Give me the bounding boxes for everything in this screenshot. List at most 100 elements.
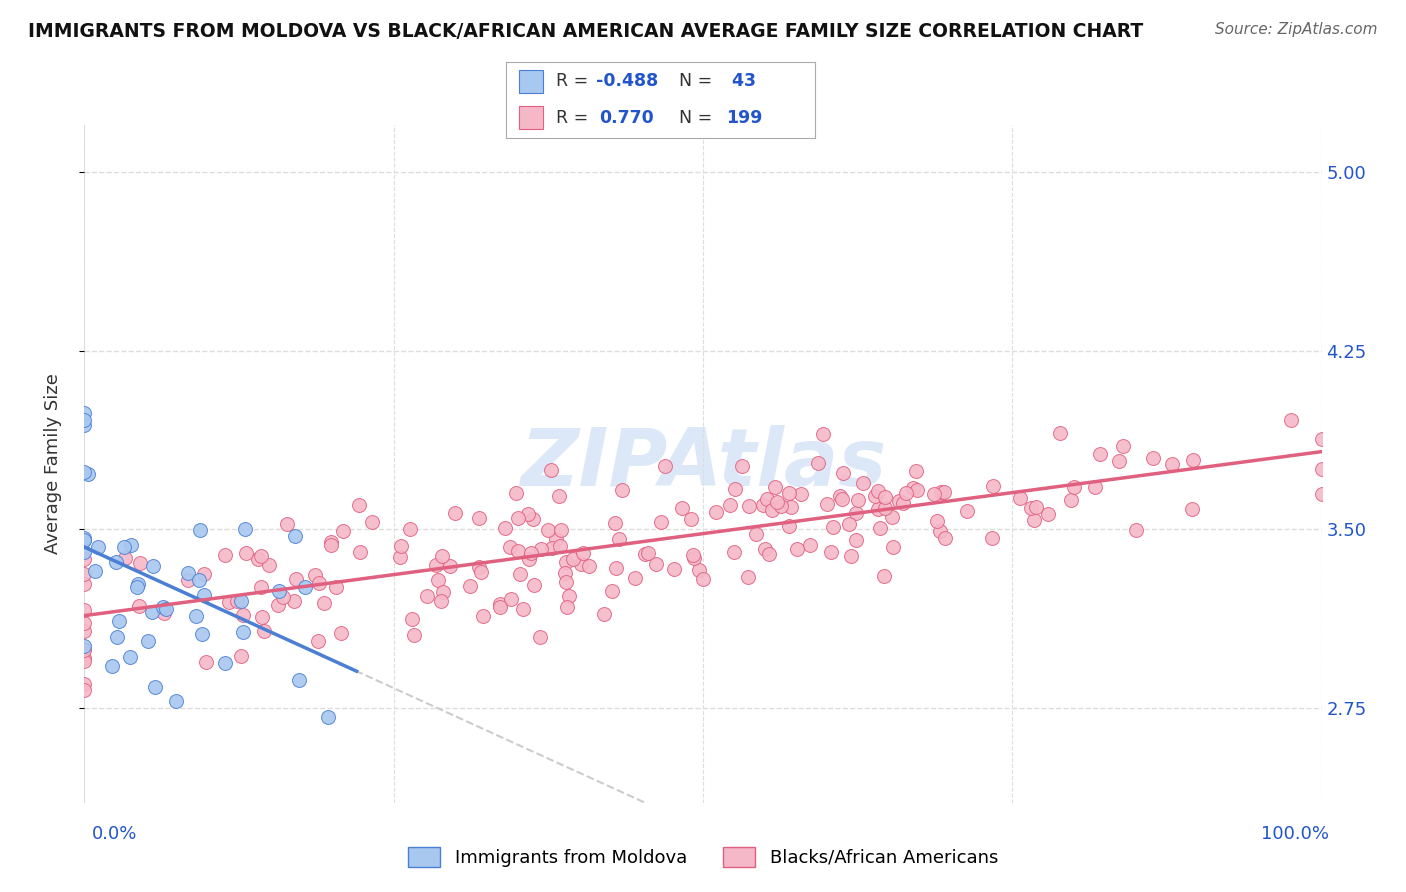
Point	[540, 462, 562, 476]
Point	[605, 560, 627, 574]
Point	[1084, 480, 1107, 494]
Point	[404, 627, 426, 641]
Point	[546, 533, 568, 547]
Point	[308, 576, 330, 591]
Point	[572, 546, 595, 560]
Text: R =: R =	[555, 109, 599, 127]
Point	[214, 656, 236, 670]
Point	[905, 464, 928, 478]
Point	[229, 648, 252, 663]
Point	[316, 710, 339, 724]
Point	[541, 541, 564, 556]
Point	[654, 459, 676, 474]
Point	[548, 540, 571, 554]
Point	[187, 573, 209, 587]
Text: IMMIGRANTS FROM MOLDOVA VS BLACK/AFRICAN AMERICAN AVERAGE FAMILY SIZE CORRELATIO: IMMIGRANTS FROM MOLDOVA VS BLACK/AFRICAN…	[28, 22, 1143, 41]
Point	[141, 605, 163, 619]
Point	[569, 558, 592, 572]
Point	[682, 548, 704, 562]
Point	[347, 499, 370, 513]
Point	[578, 559, 600, 574]
Point	[745, 527, 768, 541]
Point	[108, 614, 131, 628]
Point	[873, 490, 896, 504]
Point	[128, 556, 150, 570]
Point	[128, 599, 150, 613]
Point	[73, 624, 96, 638]
Point	[416, 589, 439, 603]
Point	[603, 516, 626, 530]
Point	[555, 599, 578, 614]
Point	[509, 567, 531, 582]
Point	[865, 489, 887, 503]
Point	[432, 584, 454, 599]
Point	[683, 550, 706, 565]
Point	[499, 591, 522, 606]
Point	[790, 486, 813, 500]
Point	[73, 642, 96, 657]
Point	[77, 467, 100, 481]
Point	[873, 501, 896, 516]
Point	[523, 578, 546, 592]
Point	[73, 406, 96, 420]
Point	[468, 511, 491, 525]
Point	[252, 610, 274, 624]
Point	[522, 512, 544, 526]
Point	[101, 658, 124, 673]
Point	[520, 546, 543, 560]
Point	[470, 565, 492, 579]
Point	[73, 413, 96, 427]
Point	[931, 484, 953, 499]
Point	[980, 531, 1002, 545]
Point	[1090, 447, 1112, 461]
Point	[389, 539, 412, 553]
Text: 100.0%: 100.0%	[1261, 825, 1329, 843]
Point	[444, 506, 467, 520]
Point	[831, 466, 853, 480]
Point	[73, 641, 96, 656]
Point	[1059, 493, 1081, 508]
Point	[105, 555, 128, 569]
Point	[73, 683, 96, 698]
Point	[73, 533, 96, 547]
Point	[73, 677, 96, 691]
Point	[259, 558, 281, 572]
Point	[756, 492, 779, 507]
Point	[891, 496, 914, 510]
Point	[645, 558, 668, 572]
Point	[593, 607, 616, 621]
Text: -0.488: -0.488	[596, 72, 658, 90]
Point	[73, 531, 96, 545]
Text: N =: N =	[679, 72, 718, 90]
Point	[1181, 502, 1204, 516]
Point	[922, 487, 945, 501]
Point	[73, 552, 96, 566]
Point	[868, 502, 890, 516]
Point	[73, 418, 96, 433]
Point	[839, 549, 862, 563]
Point	[704, 504, 727, 518]
Point	[517, 552, 540, 566]
Point	[155, 602, 177, 616]
Bar	[519, 70, 543, 93]
Point	[1063, 480, 1085, 494]
Point	[550, 524, 572, 538]
Point	[506, 544, 529, 558]
Point	[361, 515, 384, 529]
Point	[190, 523, 212, 537]
Point	[494, 521, 516, 535]
Point	[681, 512, 703, 526]
Point	[1108, 454, 1130, 468]
Text: 43: 43	[725, 72, 756, 90]
Point	[1161, 457, 1184, 471]
Point	[624, 571, 647, 585]
Point	[880, 510, 903, 524]
Point	[401, 611, 423, 625]
Point	[1310, 432, 1333, 446]
Point	[112, 540, 135, 554]
Point	[558, 589, 581, 603]
Point	[321, 535, 343, 549]
Point	[766, 495, 789, 509]
Point	[232, 608, 254, 623]
Point	[778, 486, 800, 500]
